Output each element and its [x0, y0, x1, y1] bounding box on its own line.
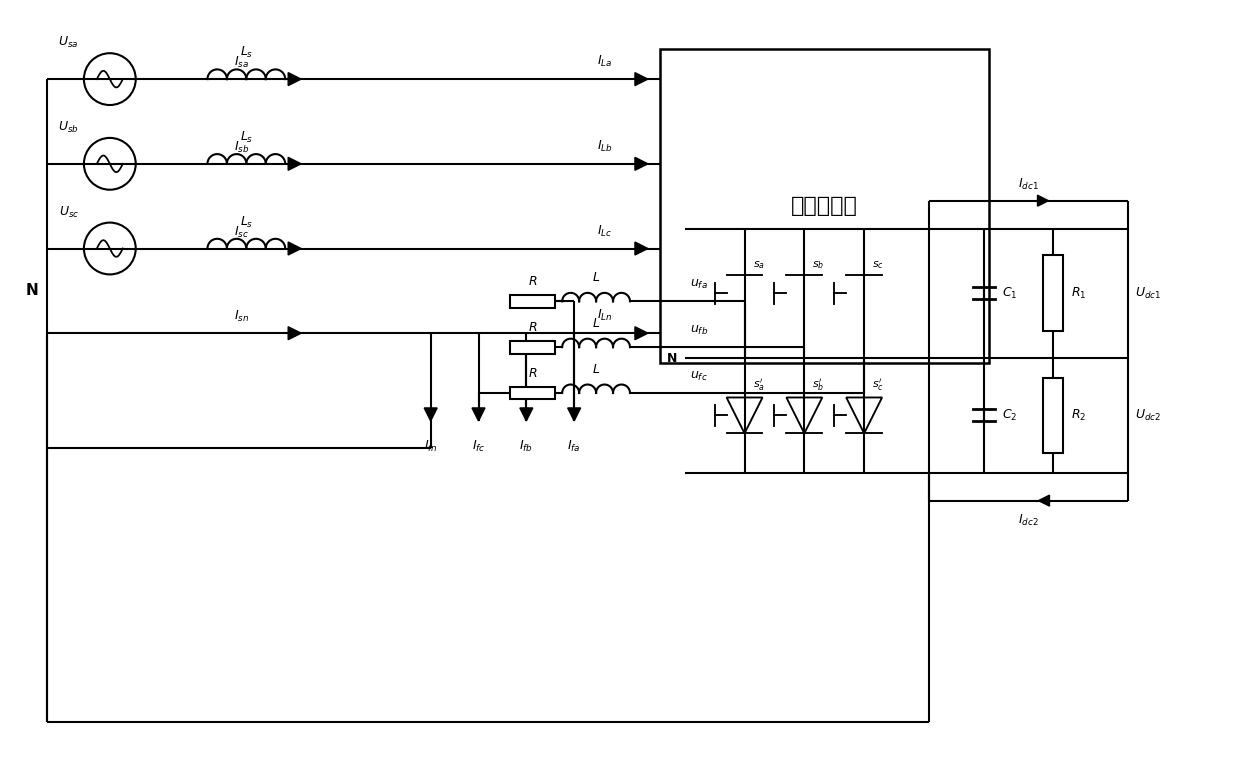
Polygon shape	[472, 408, 484, 421]
Text: $I_{fa}$: $I_{fa}$	[567, 438, 581, 454]
Polygon shape	[1037, 195, 1048, 206]
Text: $C_2$: $C_2$	[1001, 408, 1017, 423]
Text: $U_{dc1}$: $U_{dc1}$	[1135, 286, 1161, 301]
Text: $L_s$: $L_s$	[239, 215, 253, 229]
Text: $R$: $R$	[528, 367, 538, 380]
Text: $L$: $L$	[592, 317, 600, 330]
Text: $I_{La}$: $I_{La}$	[597, 54, 613, 69]
Bar	[510, 387, 555, 399]
Text: $R$: $R$	[528, 276, 538, 288]
Text: $s_b'$: $s_b'$	[813, 377, 825, 394]
Text: $s_c$: $s_c$	[872, 260, 885, 272]
Text: $I_{sn}$: $I_{sn}$	[234, 309, 249, 324]
Text: $L_s$: $L_s$	[239, 130, 253, 145]
Bar	[510, 341, 555, 354]
Text: $u_{fc}$: $u_{fc}$	[690, 370, 707, 383]
Polygon shape	[289, 327, 301, 340]
Bar	[1043, 255, 1063, 331]
Text: $s_a$: $s_a$	[752, 260, 764, 272]
Text: $U_{sb}$: $U_{sb}$	[58, 120, 79, 135]
Text: $C_1$: $C_1$	[1001, 286, 1017, 301]
Polygon shape	[520, 408, 533, 421]
Text: $s_b$: $s_b$	[813, 260, 825, 272]
Text: $s_c'$: $s_c'$	[872, 377, 885, 394]
Polygon shape	[634, 73, 648, 85]
Text: $L_s$: $L_s$	[239, 45, 253, 60]
Text: $I_{dc1}$: $I_{dc1}$	[1018, 177, 1040, 192]
Polygon shape	[289, 73, 301, 85]
Bar	[660, 49, 989, 363]
Text: $u_{fa}$: $u_{fa}$	[690, 278, 707, 291]
Bar	[1043, 377, 1063, 453]
Text: $I_{sa}$: $I_{sa}$	[234, 55, 249, 70]
Text: $I_{Lc}$: $I_{Lc}$	[597, 223, 612, 239]
Text: $U_{dc2}$: $U_{dc2}$	[1135, 408, 1161, 423]
Polygon shape	[634, 157, 648, 170]
Bar	[510, 295, 555, 308]
Polygon shape	[1038, 495, 1049, 506]
Polygon shape	[634, 242, 648, 255]
Text: $I_{Lb}$: $I_{Lb}$	[597, 139, 613, 153]
Polygon shape	[424, 408, 437, 421]
Text: $s_a'$: $s_a'$	[752, 377, 764, 394]
Text: N: N	[667, 352, 676, 365]
Text: $R_2$: $R_2$	[1072, 408, 1087, 423]
Polygon shape	[567, 408, 581, 421]
Polygon shape	[634, 327, 648, 340]
Text: $I_{fn}$: $I_{fn}$	[424, 438, 437, 454]
Text: $U_{sa}$: $U_{sa}$	[58, 35, 79, 50]
Text: $L$: $L$	[592, 272, 600, 284]
Text: $I_{fc}$: $I_{fc}$	[472, 438, 486, 454]
Text: $I_{Ln}$: $I_{Ln}$	[597, 309, 613, 323]
Text: 非线性负载: 非线性负载	[790, 197, 857, 216]
Text: $I_{sc}$: $I_{sc}$	[234, 225, 249, 240]
Text: $I_{fb}$: $I_{fb}$	[519, 438, 533, 454]
Text: N: N	[26, 283, 38, 298]
Text: $u_{fb}$: $u_{fb}$	[690, 324, 707, 337]
Text: $L$: $L$	[592, 363, 600, 376]
Text: $R$: $R$	[528, 321, 538, 334]
Text: $I_{dc2}$: $I_{dc2}$	[1018, 513, 1038, 528]
Polygon shape	[289, 242, 301, 255]
Text: $U_{sc}$: $U_{sc}$	[58, 204, 79, 219]
Text: $R_1$: $R_1$	[1072, 286, 1087, 301]
Polygon shape	[289, 157, 301, 170]
Text: $I_{sb}$: $I_{sb}$	[234, 139, 249, 155]
